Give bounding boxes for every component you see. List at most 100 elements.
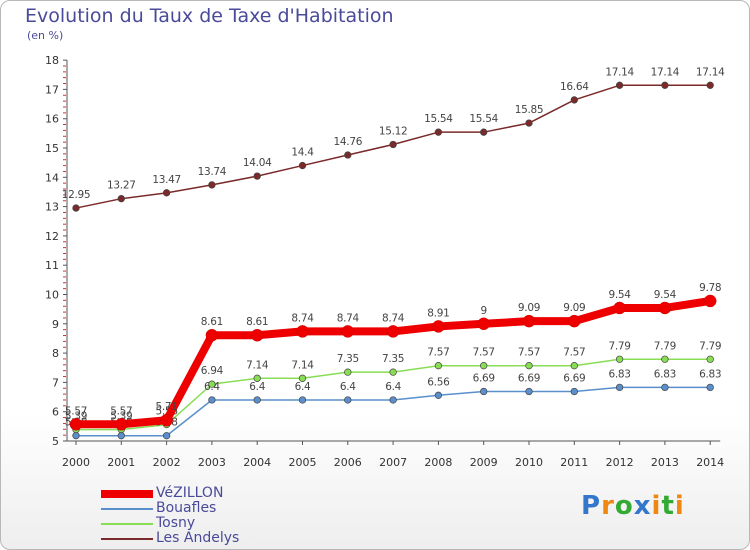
x-tick-label: 2001 <box>107 456 135 469</box>
data-label: 6.4 <box>204 381 220 393</box>
data-point <box>615 81 624 89</box>
y-tick-label: 11 <box>45 259 59 272</box>
data-point <box>162 189 171 197</box>
data-point <box>208 181 216 189</box>
data-point <box>208 396 216 404</box>
data-label: 8.61 <box>246 316 268 328</box>
x-tick-label: 2002 <box>153 456 181 469</box>
data-point <box>344 151 352 159</box>
y-tick-label: 8 <box>52 347 59 360</box>
logo-letter: t <box>661 491 675 521</box>
chart-title: Evolution du Taux de Taxe d'Habitation <box>25 5 394 27</box>
data-point <box>298 161 307 170</box>
data-label: 5.71 <box>156 401 178 413</box>
data-label: 14.4 <box>291 147 314 159</box>
data-label: 6.4 <box>340 381 356 393</box>
y-tick-label: 13 <box>45 201 59 214</box>
data-point <box>570 387 578 396</box>
data-label: 7.14 <box>246 359 269 371</box>
data-label: 16.64 <box>560 81 589 93</box>
legend-label: VéZILLON <box>156 485 224 501</box>
data-label: 7.79 <box>609 340 631 352</box>
data-label: 6.83 <box>609 368 631 380</box>
legend-swatch <box>101 538 153 540</box>
data-label: 7.57 <box>518 347 540 359</box>
data-label: 15.54 <box>469 113 498 125</box>
data-label: 6.83 <box>654 368 676 380</box>
data-point <box>658 301 672 315</box>
data-point <box>568 314 581 328</box>
data-point <box>72 432 80 440</box>
y-tick-label: 10 <box>45 289 59 302</box>
data-point <box>208 380 216 388</box>
data-point <box>613 301 626 315</box>
data-point <box>389 396 397 404</box>
data-point <box>115 418 128 431</box>
data-point <box>480 362 488 370</box>
data-point <box>298 374 307 382</box>
data-point <box>344 396 352 404</box>
data-label: 9.54 <box>609 289 632 301</box>
data-point <box>615 355 624 363</box>
data-point <box>525 387 533 396</box>
data-point <box>205 328 219 342</box>
data-label: 8.74 <box>291 312 314 324</box>
data-label: 13.47 <box>152 174 181 186</box>
logo-letter: i <box>674 491 685 521</box>
logo-letter: o <box>614 491 634 521</box>
data-point <box>615 383 624 392</box>
y-tick-label: 12 <box>45 230 59 243</box>
data-label: 8.61 <box>201 316 223 328</box>
legend-label: Les Andelys <box>156 530 240 546</box>
data-label: 9.78 <box>699 282 721 294</box>
data-point <box>162 432 171 440</box>
data-point <box>522 314 536 328</box>
data-label: 12.95 <box>62 189 91 201</box>
data-point <box>661 81 669 89</box>
y-tick-label: 17 <box>45 83 59 96</box>
data-label: 9.09 <box>518 302 540 314</box>
legend-swatch <box>101 523 153 525</box>
x-tick-label: 2003 <box>198 456 226 469</box>
data-label: 13.27 <box>107 180 136 192</box>
data-point <box>570 362 578 370</box>
data-point <box>160 413 173 427</box>
data-label: 7.79 <box>654 340 676 352</box>
x-tick-label: 2014 <box>696 456 724 469</box>
data-label: 6.4 <box>385 381 401 393</box>
data-point <box>389 140 397 149</box>
data-label: 7.14 <box>291 359 314 371</box>
data-label: 7.35 <box>337 353 359 365</box>
data-label: 5.57 <box>65 405 87 417</box>
y-tick-label: 16 <box>45 113 59 126</box>
data-label: 5.57 <box>110 405 132 417</box>
data-point <box>253 396 261 404</box>
logo-letter: i <box>651 491 662 521</box>
x-tick-label: 2010 <box>515 456 543 469</box>
logo-letter: r <box>601 491 615 521</box>
logo-letter: P <box>581 491 602 521</box>
data-label: 6.69 <box>563 372 585 384</box>
data-point <box>434 128 443 136</box>
logo-letter: x <box>633 491 652 521</box>
data-label: 14.76 <box>334 136 363 148</box>
data-label: 15.54 <box>424 113 453 125</box>
y-tick-label: 5 <box>52 435 59 448</box>
data-label: 17.14 <box>605 66 634 78</box>
data-point <box>344 368 352 376</box>
data-point <box>525 362 533 370</box>
data-point <box>432 320 445 333</box>
x-tick-label: 2011 <box>560 456 588 469</box>
data-point <box>117 432 125 440</box>
data-point <box>661 383 669 392</box>
data-label: 17.14 <box>651 66 680 78</box>
data-label: 8.74 <box>382 312 405 324</box>
y-tick-label: 15 <box>45 142 59 155</box>
data-label: 7.57 <box>473 347 495 359</box>
data-label: 5.39 <box>65 411 87 423</box>
x-tick-label: 2005 <box>289 456 317 469</box>
data-point <box>298 396 307 404</box>
data-label: 7.79 <box>699 340 721 352</box>
data-label: 14.04 <box>243 157 272 169</box>
data-label: 7.57 <box>427 347 449 359</box>
